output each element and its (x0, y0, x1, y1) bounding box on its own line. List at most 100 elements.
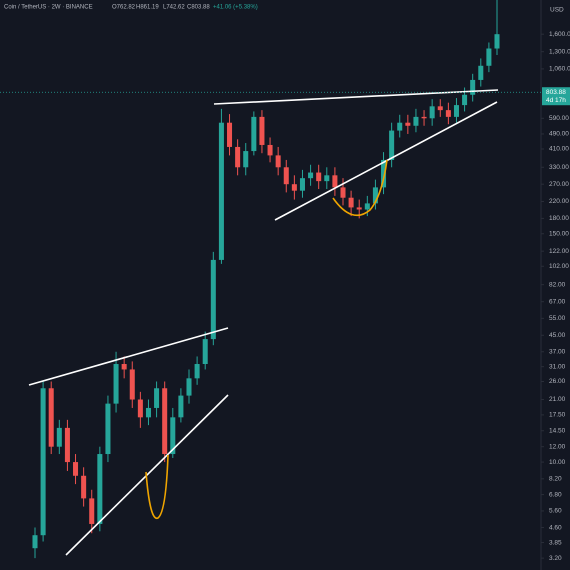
price-label-box (542, 87, 570, 106)
y-tick-label: 180.00 (549, 215, 569, 222)
candle-body (137, 399, 143, 418)
candle-body (210, 259, 216, 340)
candle-body (324, 175, 330, 182)
candle-body (283, 167, 289, 185)
candle-body (81, 475, 87, 499)
cup-curve (145, 454, 169, 519)
y-tick-label: 330.00 (549, 164, 569, 171)
candle-body (308, 172, 314, 179)
candle-body (56, 427, 62, 447)
y-tick-label: 12.00 (549, 443, 566, 450)
y-tick-label: 490.00 (549, 131, 569, 138)
y-tick-label: 410.00 (549, 146, 569, 153)
candle-body (494, 34, 500, 49)
ohlc-low: L742.62 (163, 5, 185, 11)
candle-body (462, 94, 468, 106)
candle-body (251, 116, 257, 152)
y-tick-label: 67.00 (549, 298, 566, 305)
y-tick-label: 45.00 (549, 332, 566, 339)
y-tick-label: 270.00 (549, 181, 569, 188)
y-tick-label: 26.00 (549, 378, 566, 385)
candle-body (154, 388, 160, 408)
candle-body (340, 187, 346, 198)
ohlc-open: O762.82 (112, 5, 136, 11)
y-tick-label: 3.85 (549, 539, 562, 546)
candle-body (429, 106, 435, 119)
candle-body (397, 122, 403, 131)
candle-body (89, 498, 95, 524)
y-tick-label: 55.00 (549, 315, 566, 322)
y-tick-label: 590.00 (549, 115, 569, 122)
candle-body (405, 122, 411, 126)
candle-body (421, 116, 427, 119)
candle-body (259, 116, 265, 145)
candle-body (389, 130, 395, 160)
candle-body (356, 207, 362, 210)
y-tick-label: 220.00 (549, 198, 569, 205)
y-tick-label: 150.00 (549, 230, 569, 237)
y-tick-label: 5.60 (549, 508, 562, 515)
symbol: Coin / TetherUS · 2W · BINANCE (4, 5, 93, 11)
candle-body (48, 388, 54, 447)
candle-body (64, 427, 70, 463)
y-tick-label: 21.00 (549, 396, 566, 403)
candle-body (178, 395, 184, 418)
candle-body (275, 155, 281, 168)
candle-body (372, 187, 378, 204)
candle-body (129, 369, 135, 400)
trend-line (274, 101, 498, 221)
y-tick-label: 122.00 (549, 248, 569, 255)
y-tick-label: 1,060.00 (549, 66, 570, 73)
trend-line (28, 327, 229, 386)
candle-body (170, 417, 176, 455)
candle-body (478, 65, 484, 80)
candle-body (32, 535, 38, 549)
y-tick-label: 17.50 (549, 412, 566, 419)
candle-body (218, 122, 224, 260)
candle-body (121, 364, 127, 370)
candle-body (381, 159, 387, 188)
candle-body (235, 146, 241, 168)
cup-curve (332, 159, 388, 217)
candle-body (243, 151, 249, 168)
candle-body (267, 144, 273, 156)
candle-body (299, 178, 305, 191)
candle-body (105, 403, 111, 455)
candle-body (40, 388, 46, 536)
candle-body (453, 105, 459, 117)
candle-body (73, 462, 79, 476)
candle-body (186, 378, 192, 396)
candle-body (316, 172, 322, 182)
candle-body (162, 388, 168, 455)
candle-body (113, 364, 119, 404)
candle-body (470, 79, 476, 95)
candle-body (445, 110, 451, 117)
candle-body (332, 175, 338, 188)
candle-body (291, 184, 297, 191)
candle-body (97, 454, 103, 524)
y-tick-label: 3.20 (549, 555, 562, 562)
y-tick-label: 102.00 (549, 263, 569, 270)
y-tick-label: 8.20 (549, 476, 562, 483)
candle-body (437, 106, 443, 111)
candle-body (413, 116, 419, 126)
candle-body (227, 122, 233, 147)
ohlc-high: H861.19 (136, 5, 159, 11)
y-tick-label: 37.00 (549, 348, 566, 355)
ohlc-close: C803.88 (187, 5, 210, 11)
ohlc-change: +41.06 (+5.38%) (213, 5, 258, 11)
y-tick-label: 6.80 (549, 491, 562, 498)
candle-body (194, 364, 200, 379)
y-tick-label: 82.00 (549, 281, 566, 288)
candle-body (348, 197, 354, 208)
currency: USD (550, 7, 564, 14)
y-tick-label: 1,600.00 (549, 31, 570, 38)
y-tick-label: 14.50 (549, 427, 566, 434)
y-tick-label: 1,300.00 (549, 48, 570, 55)
candle-body (145, 407, 151, 418)
countdown: 4d 17h (546, 97, 566, 104)
price-label: 803.88 (546, 89, 566, 96)
